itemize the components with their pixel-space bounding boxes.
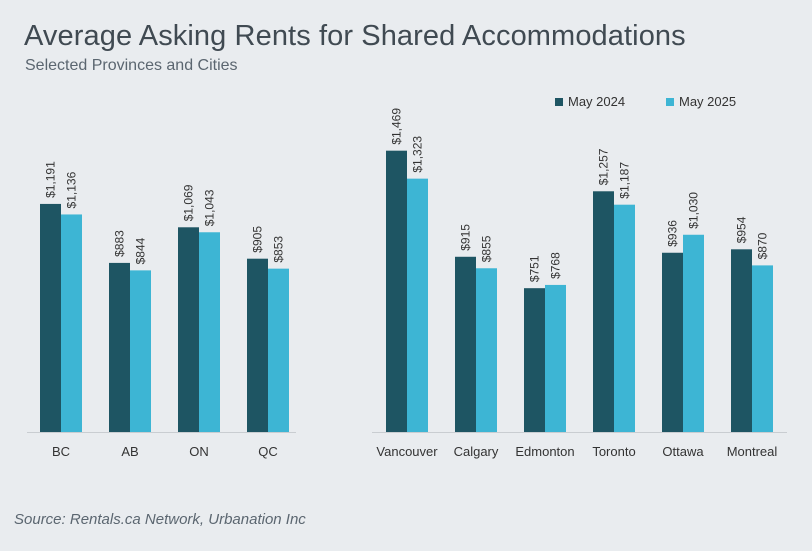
bar-montreal-may-2025 bbox=[752, 265, 773, 432]
legend-item-may-2024: May 2024 bbox=[555, 94, 625, 109]
legend-swatch-may-2025 bbox=[666, 97, 674, 106]
bar-ab-may-2024 bbox=[109, 262, 130, 432]
data-label-calgary-may-2025: $855 bbox=[480, 235, 494, 262]
data-label-ottawa-may-2024: $936 bbox=[666, 220, 680, 247]
x-tick-label-ab: AB bbox=[121, 444, 138, 459]
bar-ottawa-may-2024 bbox=[662, 252, 683, 432]
x-tick-label-bc: BC bbox=[52, 444, 70, 459]
data-label-montreal-may-2025: $870 bbox=[756, 232, 770, 259]
data-label-on-may-2024: $1,069 bbox=[182, 184, 196, 221]
data-label-qc-may-2024: $905 bbox=[251, 226, 265, 253]
x-tick-label-montreal: Montreal bbox=[727, 444, 778, 459]
bar-toronto-may-2024 bbox=[593, 191, 614, 432]
data-label-bc-may-2025: $1,136 bbox=[65, 171, 79, 208]
bar-on-may-2024 bbox=[178, 227, 199, 432]
x-tick-label-on: ON bbox=[189, 444, 209, 459]
legend-swatch-may-2024 bbox=[555, 97, 563, 106]
bar-qc-may-2025 bbox=[268, 268, 289, 432]
data-label-montreal-may-2024: $954 bbox=[735, 216, 749, 243]
x-tick-label-qc: QC bbox=[258, 444, 278, 459]
bar-ab-may-2025 bbox=[130, 270, 151, 432]
bar-toronto-may-2025 bbox=[614, 204, 635, 432]
data-label-vancouver-may-2024: $1,469 bbox=[390, 108, 404, 145]
x-tick-label-ottawa: Ottawa bbox=[662, 444, 704, 459]
legend-label-may-2024: May 2024 bbox=[568, 94, 626, 109]
chart-subtitle: Selected Provinces and Cities bbox=[25, 57, 238, 74]
bar-edmonton-may-2025 bbox=[545, 284, 566, 432]
data-label-ottawa-may-2025: $1,030 bbox=[687, 192, 701, 229]
data-label-qc-may-2025: $853 bbox=[272, 236, 286, 263]
source-note: Source: Rentals.ca Network, Urbanation I… bbox=[14, 511, 306, 528]
legend-item-may-2025: May 2025 bbox=[666, 94, 736, 109]
data-label-bc-may-2024: $1,191 bbox=[44, 161, 58, 198]
x-tick-label-calgary: Calgary bbox=[454, 444, 499, 459]
x-tick-label-edmonton: Edmonton bbox=[515, 444, 574, 459]
bar-vancouver-may-2025 bbox=[407, 178, 428, 432]
bar-edmonton-may-2024 bbox=[524, 288, 545, 432]
data-label-toronto-may-2024: $1,257 bbox=[597, 148, 611, 185]
data-label-ab-may-2024: $883 bbox=[113, 230, 127, 257]
bar-vancouver-may-2024 bbox=[386, 150, 407, 432]
bar-on-may-2025 bbox=[199, 232, 220, 432]
x-tick-label-vancouver: Vancouver bbox=[376, 444, 438, 459]
legend-label-may-2025: May 2025 bbox=[679, 94, 737, 109]
bar-qc-may-2024 bbox=[247, 258, 268, 432]
bar-calgary-may-2025 bbox=[476, 268, 497, 432]
chart-title: Average Asking Rents for Shared Accommod… bbox=[24, 20, 686, 52]
bar-bc-may-2024 bbox=[40, 203, 61, 432]
data-label-ab-may-2025: $844 bbox=[134, 237, 148, 264]
data-label-edmonton-may-2024: $751 bbox=[528, 255, 542, 282]
x-tick-label-toronto: Toronto bbox=[592, 444, 635, 459]
data-label-vancouver-may-2025: $1,323 bbox=[411, 136, 425, 173]
bar-calgary-may-2024 bbox=[455, 256, 476, 432]
data-label-on-may-2025: $1,043 bbox=[203, 189, 217, 226]
data-label-calgary-may-2024: $915 bbox=[459, 224, 473, 251]
data-label-toronto-may-2025: $1,187 bbox=[618, 162, 632, 199]
bar-bc-may-2025 bbox=[61, 214, 82, 432]
data-label-edmonton-may-2025: $768 bbox=[549, 252, 563, 279]
bar-montreal-may-2024 bbox=[731, 249, 752, 432]
bar-ottawa-may-2025 bbox=[683, 234, 704, 432]
